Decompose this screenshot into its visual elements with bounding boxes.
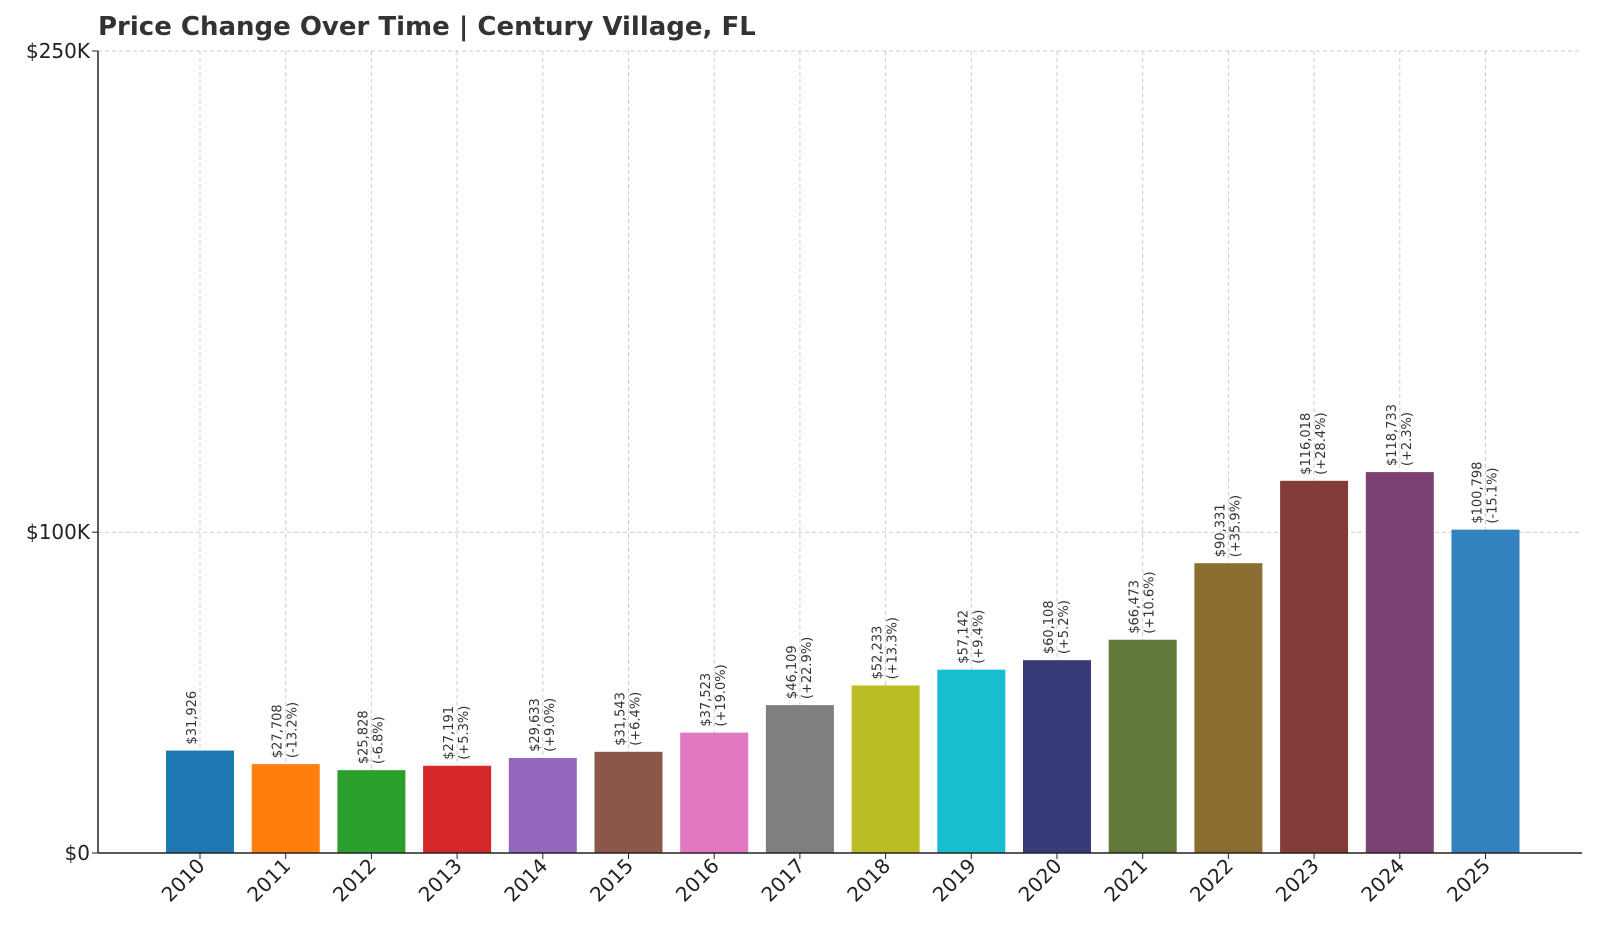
value-label: $27,708 — [271, 704, 286, 758]
value-label: $31,926 — [185, 691, 200, 745]
value-label: $52,233 — [871, 626, 886, 680]
x-tick-label: 2019 — [928, 854, 981, 907]
value-label: $25,828 — [356, 710, 371, 764]
value-label: $60,108 — [1042, 600, 1057, 654]
change-label: (-13.2%) — [286, 702, 301, 758]
x-tick-labels: 2010 2011 2012 2013 2014 2015 2016 2017 2018 2019… — [157, 854, 1495, 907]
value-label: $116,018 — [1299, 413, 1314, 475]
change-label: (+19.0%) — [714, 664, 729, 726]
value-label: $46,109 — [785, 645, 800, 699]
bar-2010 — [166, 750, 234, 853]
bar-2021 — [1108, 639, 1177, 853]
bar-2020 — [1023, 660, 1091, 853]
change-label: (+13.3%) — [886, 617, 901, 679]
value-label: $100,798 — [1471, 462, 1486, 524]
axes — [92, 50, 1582, 859]
x-tick-label: 2025 — [1442, 854, 1495, 907]
value-label: $118,733 — [1385, 404, 1400, 466]
value-label: $90,331 — [1213, 503, 1228, 557]
x-tick-label: 2015 — [585, 854, 638, 907]
change-label: (+35.9%) — [1228, 495, 1243, 557]
bar-2012 — [337, 770, 406, 853]
value-label: $31,543 — [614, 692, 629, 746]
bar-2022 — [1194, 563, 1263, 853]
value-label: $57,142 — [956, 610, 971, 664]
x-tick-label: 2020 — [1014, 854, 1067, 907]
change-label: (+5.2%) — [1057, 600, 1072, 654]
change-label: (-6.8%) — [371, 716, 386, 764]
change-label: (+22.9%) — [800, 637, 815, 699]
value-label: $66,473 — [1128, 580, 1143, 634]
x-tick-label: 2011 — [242, 854, 295, 907]
x-tick-label: 2014 — [499, 854, 552, 907]
bar-2018 — [851, 685, 920, 853]
y-tick-label: $100K — [26, 520, 91, 544]
bar-2017 — [765, 705, 834, 853]
x-tick-label: 2010 — [157, 854, 210, 907]
x-tick-label: 2021 — [1099, 854, 1152, 907]
change-label: (+5.3%) — [457, 706, 472, 760]
change-label: (+9.4%) — [971, 610, 986, 664]
bars — [166, 472, 1520, 853]
x-tick-label: 2018 — [842, 854, 895, 907]
x-tick-label: 2017 — [756, 854, 809, 907]
bar-2023 — [1280, 480, 1349, 853]
x-tick-label: 2012 — [328, 854, 381, 907]
bar-2014 — [508, 757, 577, 853]
value-label: $27,191 — [442, 706, 457, 760]
x-tick-label: 2013 — [414, 854, 467, 907]
y-tick-label: $250K — [26, 39, 91, 63]
bar-2015 — [594, 751, 663, 853]
x-tick-label: 2022 — [1185, 854, 1238, 907]
y-tick-label: $0 — [65, 841, 90, 865]
grid-lines — [98, 50, 1582, 853]
y-tick-labels: $0 $100K $250K — [26, 39, 91, 865]
bar-2016 — [680, 732, 749, 853]
value-label: $29,633 — [528, 698, 543, 752]
x-tick-label: 2024 — [1356, 854, 1409, 907]
change-label: (-15.1%) — [1486, 467, 1501, 523]
change-label: (+9.0%) — [543, 698, 558, 752]
bar-2011 — [251, 764, 320, 853]
bar-2013 — [423, 765, 492, 853]
bar-2019 — [937, 669, 1006, 853]
x-tick-label: 2023 — [1271, 854, 1324, 907]
data-labels: $31,926 $27,708 (-13.2%) $25,828 (-6.8%) $27,… — [185, 404, 1501, 764]
x-tick-label: 2016 — [671, 854, 724, 907]
bar-2024 — [1365, 472, 1434, 853]
change-label: (+2.3%) — [1400, 412, 1415, 466]
value-label: $37,523 — [699, 673, 714, 727]
bar-2025 — [1451, 529, 1520, 853]
chart-title: Price Change Over Time | Century Village… — [98, 12, 756, 42]
change-label: (+6.4%) — [629, 692, 644, 746]
change-label: (+10.6%) — [1143, 571, 1158, 633]
change-label: (+28.4%) — [1314, 412, 1329, 474]
